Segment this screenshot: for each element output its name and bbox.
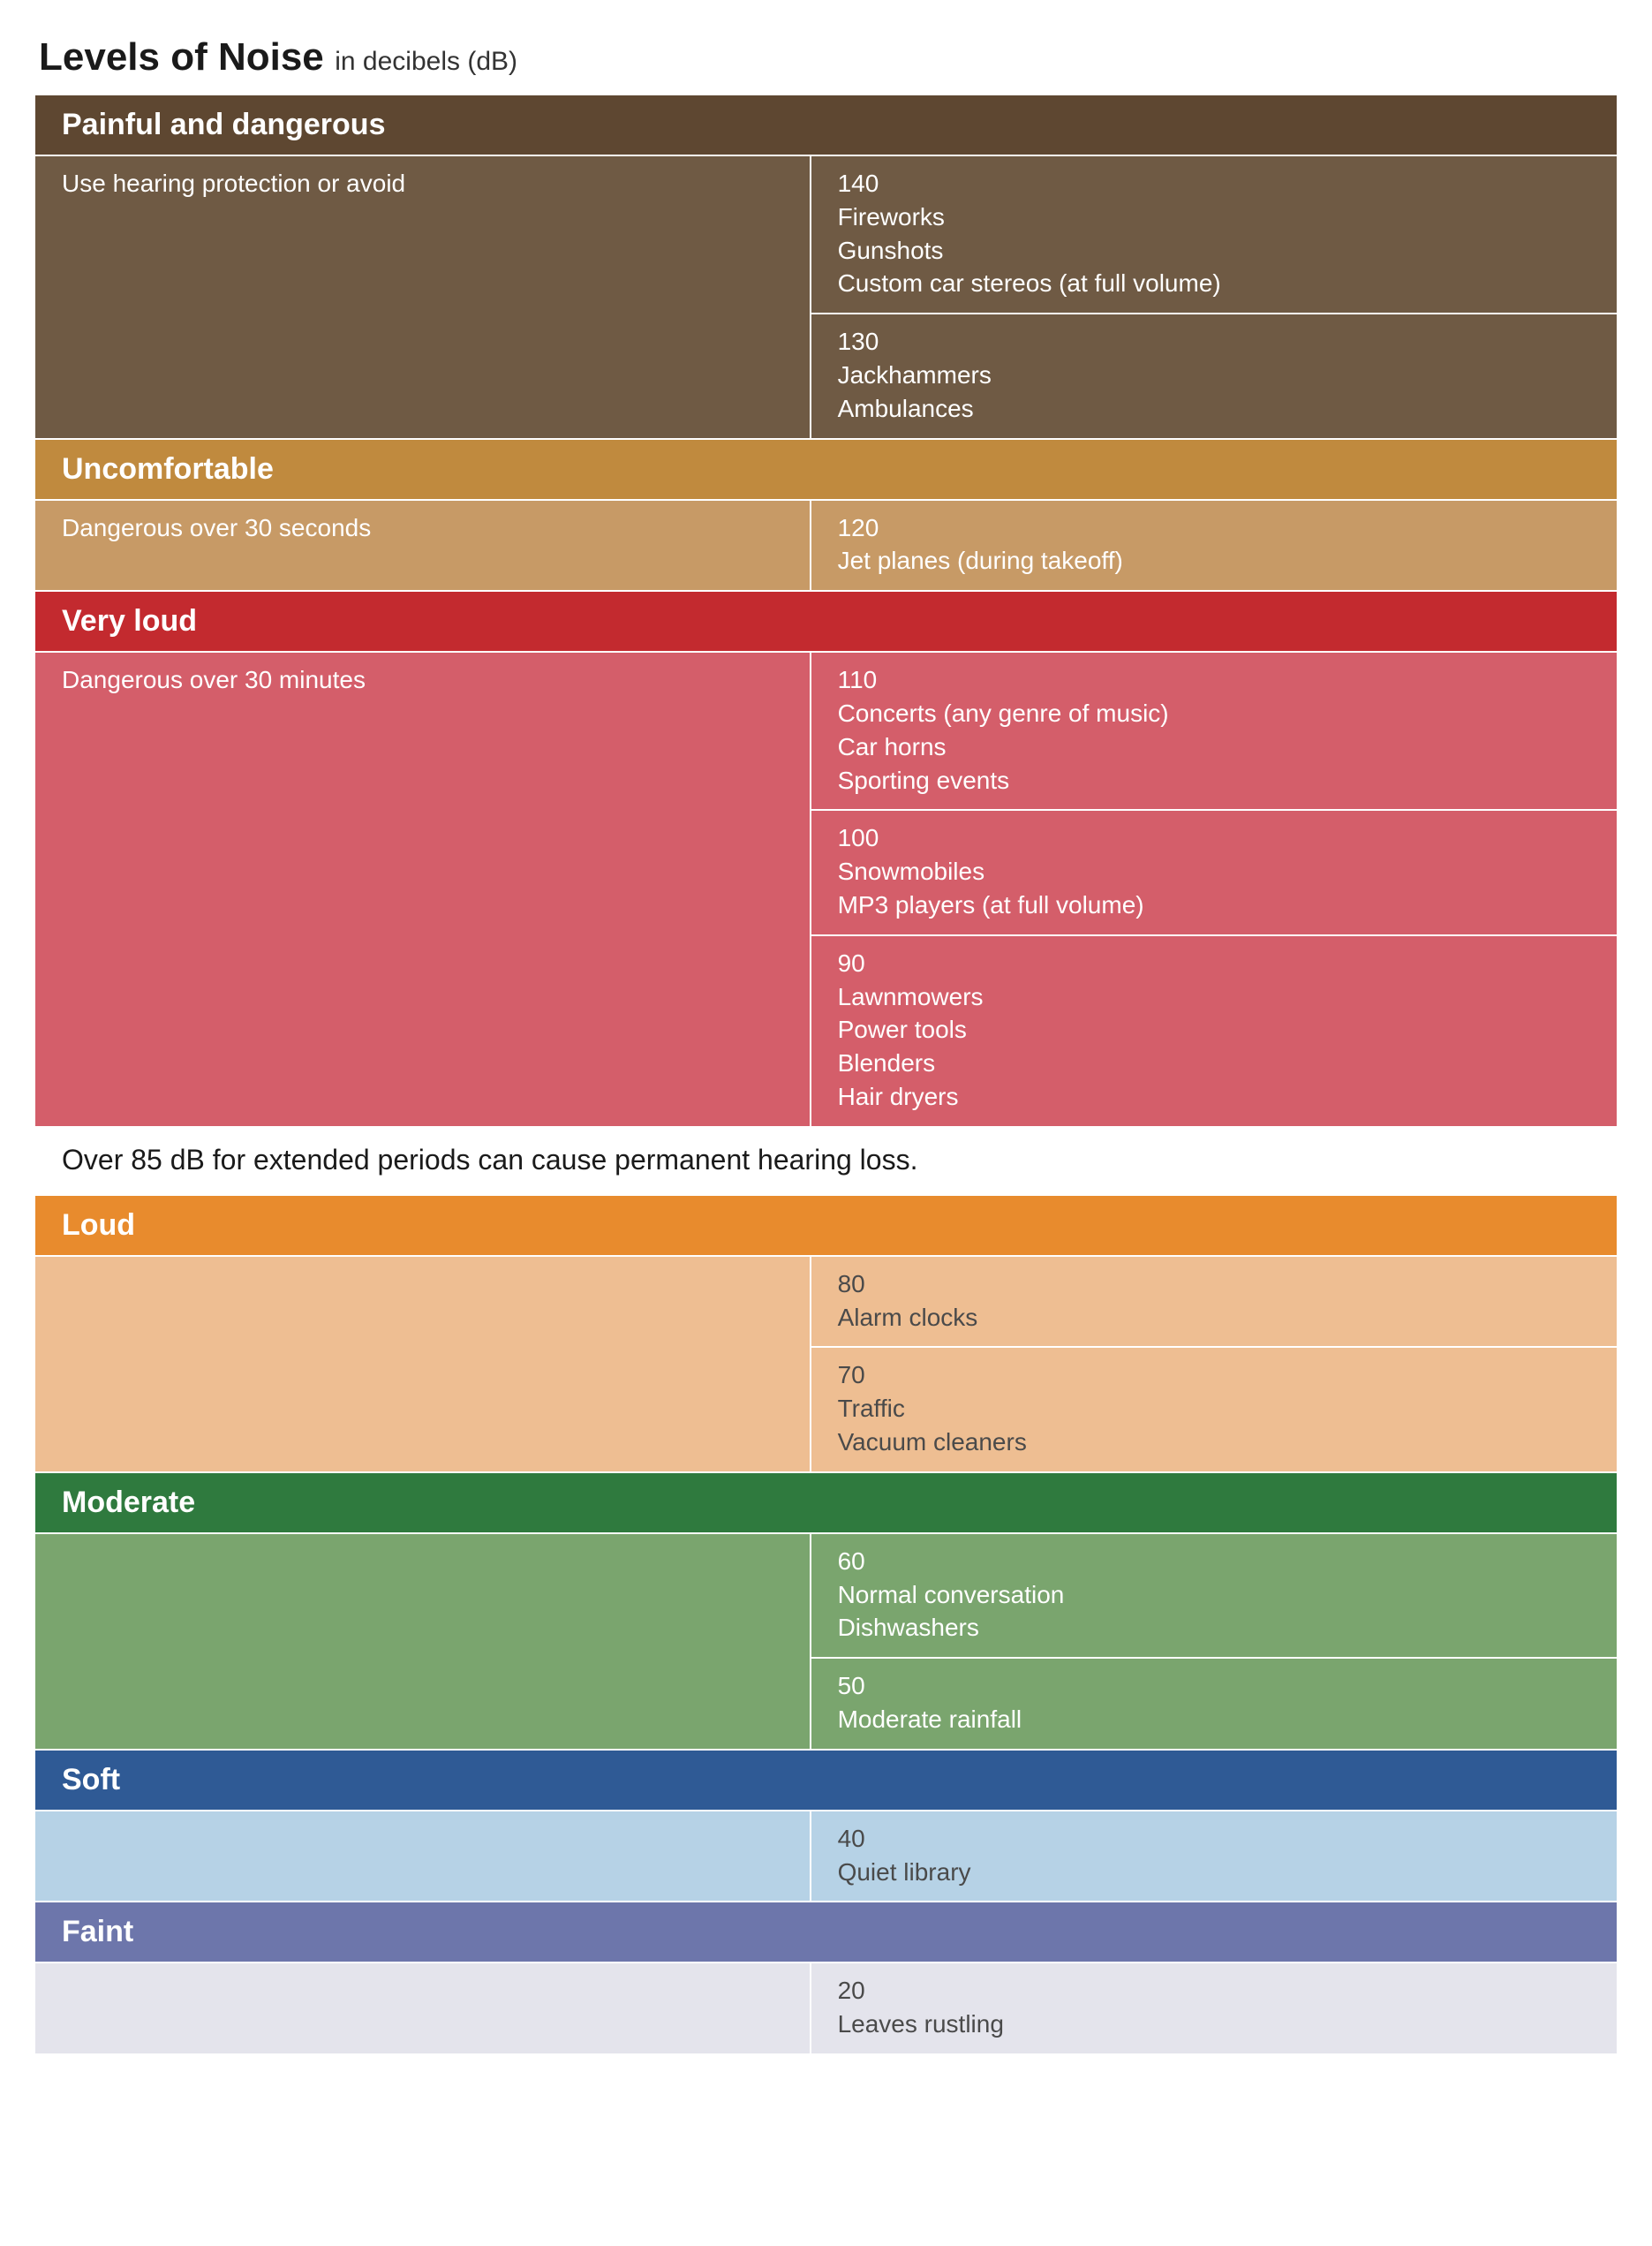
level-row: Use hearing protection or avoid140Firewo… <box>35 155 1617 314</box>
category-name: Faint <box>35 1902 1617 1962</box>
noise-example: Jet planes (during takeoff) <box>838 544 1599 578</box>
level-cell: 80Alarm clocks <box>811 1256 1617 1348</box>
noise-example: Fireworks <box>838 200 1599 234</box>
category-name: Painful and dangerous <box>35 95 1617 155</box>
noise-example: Alarm clocks <box>838 1301 1599 1335</box>
noise-example: Sporting events <box>838 764 1599 798</box>
decibel-value: 60 <box>838 1545 1599 1578</box>
warning-note-row: Over 85 dB for extended periods can caus… <box>35 1127 1617 1196</box>
noise-example: Normal conversation <box>838 1578 1599 1612</box>
decibel-value: 140 <box>838 167 1599 200</box>
level-cell: 70TrafficVacuum cleaners <box>811 1347 1617 1471</box>
level-row: Dangerous over 30 minutes110Concerts (an… <box>35 652 1617 810</box>
decibel-value: 40 <box>838 1822 1599 1856</box>
category-advice: Dangerous over 30 minutes <box>35 652 811 1127</box>
decibel-value: 100 <box>838 821 1599 855</box>
chart-title: Levels of Noise in decibels (dB) <box>35 35 1617 79</box>
decibel-value: 70 <box>838 1358 1599 1392</box>
noise-example: Hair dryers <box>838 1080 1599 1114</box>
level-row: 20Leaves rustling <box>35 1962 1617 2054</box>
level-cell: 140FireworksGunshotsCustom car stereos (… <box>811 155 1617 314</box>
category-name: Loud <box>35 1196 1617 1256</box>
decibel-value: 80 <box>838 1267 1599 1301</box>
noise-example: Power tools <box>838 1013 1599 1047</box>
noise-example: Ambulances <box>838 392 1599 426</box>
category-advice <box>35 1962 811 2054</box>
noise-example: Snowmobiles <box>838 855 1599 889</box>
category-advice <box>35 1811 811 1902</box>
category-header: Soft <box>35 1750 1617 1811</box>
noise-example: Custom car stereos (at full volume) <box>838 267 1599 300</box>
category-name: Moderate <box>35 1472 1617 1533</box>
level-cell: 60Normal conversationDishwashers <box>811 1533 1617 1658</box>
level-cell: 120Jet planes (during takeoff) <box>811 500 1617 592</box>
noise-example: Jackhammers <box>838 359 1599 392</box>
decibel-value: 50 <box>838 1669 1599 1703</box>
decibel-value: 130 <box>838 325 1599 359</box>
noise-example: Traffic <box>838 1392 1599 1425</box>
decibel-value: 90 <box>838 947 1599 980</box>
category-advice <box>35 1533 811 1750</box>
category-name: Very loud <box>35 591 1617 652</box>
level-cell: 20Leaves rustling <box>811 1962 1617 2054</box>
decibel-value: 20 <box>838 1974 1599 2008</box>
title-sub: in decibels (dB) <box>335 47 517 76</box>
category-header: Painful and dangerous <box>35 95 1617 155</box>
level-row: 60Normal conversationDishwashers <box>35 1533 1617 1658</box>
noise-example: Lawnmowers <box>838 980 1599 1014</box>
noise-example: Concerts (any genre of music) <box>838 697 1599 730</box>
level-row: Dangerous over 30 seconds120Jet planes (… <box>35 500 1617 592</box>
noise-example: Vacuum cleaners <box>838 1425 1599 1459</box>
category-header: Moderate <box>35 1472 1617 1533</box>
noise-levels-chart: Levels of Noise in decibels (dB) Painful… <box>35 35 1617 2055</box>
level-cell: 50Moderate rainfall <box>811 1658 1617 1750</box>
chart-table: Painful and dangerousUse hearing protect… <box>35 95 1617 2055</box>
level-cell: 100SnowmobilesMP3 players (at full volum… <box>811 810 1617 934</box>
decibel-value: 120 <box>838 511 1599 545</box>
category-name: Soft <box>35 1750 1617 1811</box>
decibel-value: 110 <box>838 663 1599 697</box>
level-cell: 130JackhammersAmbulances <box>811 314 1617 438</box>
level-cell: 40Quiet library <box>811 1811 1617 1902</box>
category-header: Loud <box>35 1196 1617 1256</box>
category-header: Uncomfortable <box>35 439 1617 500</box>
category-advice: Dangerous over 30 seconds <box>35 500 811 592</box>
noise-example: Gunshots <box>838 234 1599 268</box>
noise-example: Quiet library <box>838 1856 1599 1889</box>
category-header: Very loud <box>35 591 1617 652</box>
warning-note: Over 85 dB for extended periods can caus… <box>35 1127 1617 1196</box>
category-advice <box>35 1256 811 1472</box>
level-cell: 90LawnmowersPower toolsBlendersHair drye… <box>811 935 1617 1127</box>
title-main: Levels of Noise <box>39 35 324 79</box>
category-advice: Use hearing protection or avoid <box>35 155 811 439</box>
level-row: 40Quiet library <box>35 1811 1617 1902</box>
category-name: Uncomfortable <box>35 439 1617 500</box>
noise-example: MP3 players (at full volume) <box>838 889 1599 922</box>
category-header: Faint <box>35 1902 1617 1962</box>
noise-example: Dishwashers <box>838 1611 1599 1645</box>
noise-example: Blenders <box>838 1047 1599 1080</box>
level-row: 80Alarm clocks <box>35 1256 1617 1348</box>
level-cell: 110Concerts (any genre of music)Car horn… <box>811 652 1617 810</box>
noise-example: Car horns <box>838 730 1599 764</box>
noise-example: Leaves rustling <box>838 2008 1599 2041</box>
noise-example: Moderate rainfall <box>838 1703 1599 1736</box>
